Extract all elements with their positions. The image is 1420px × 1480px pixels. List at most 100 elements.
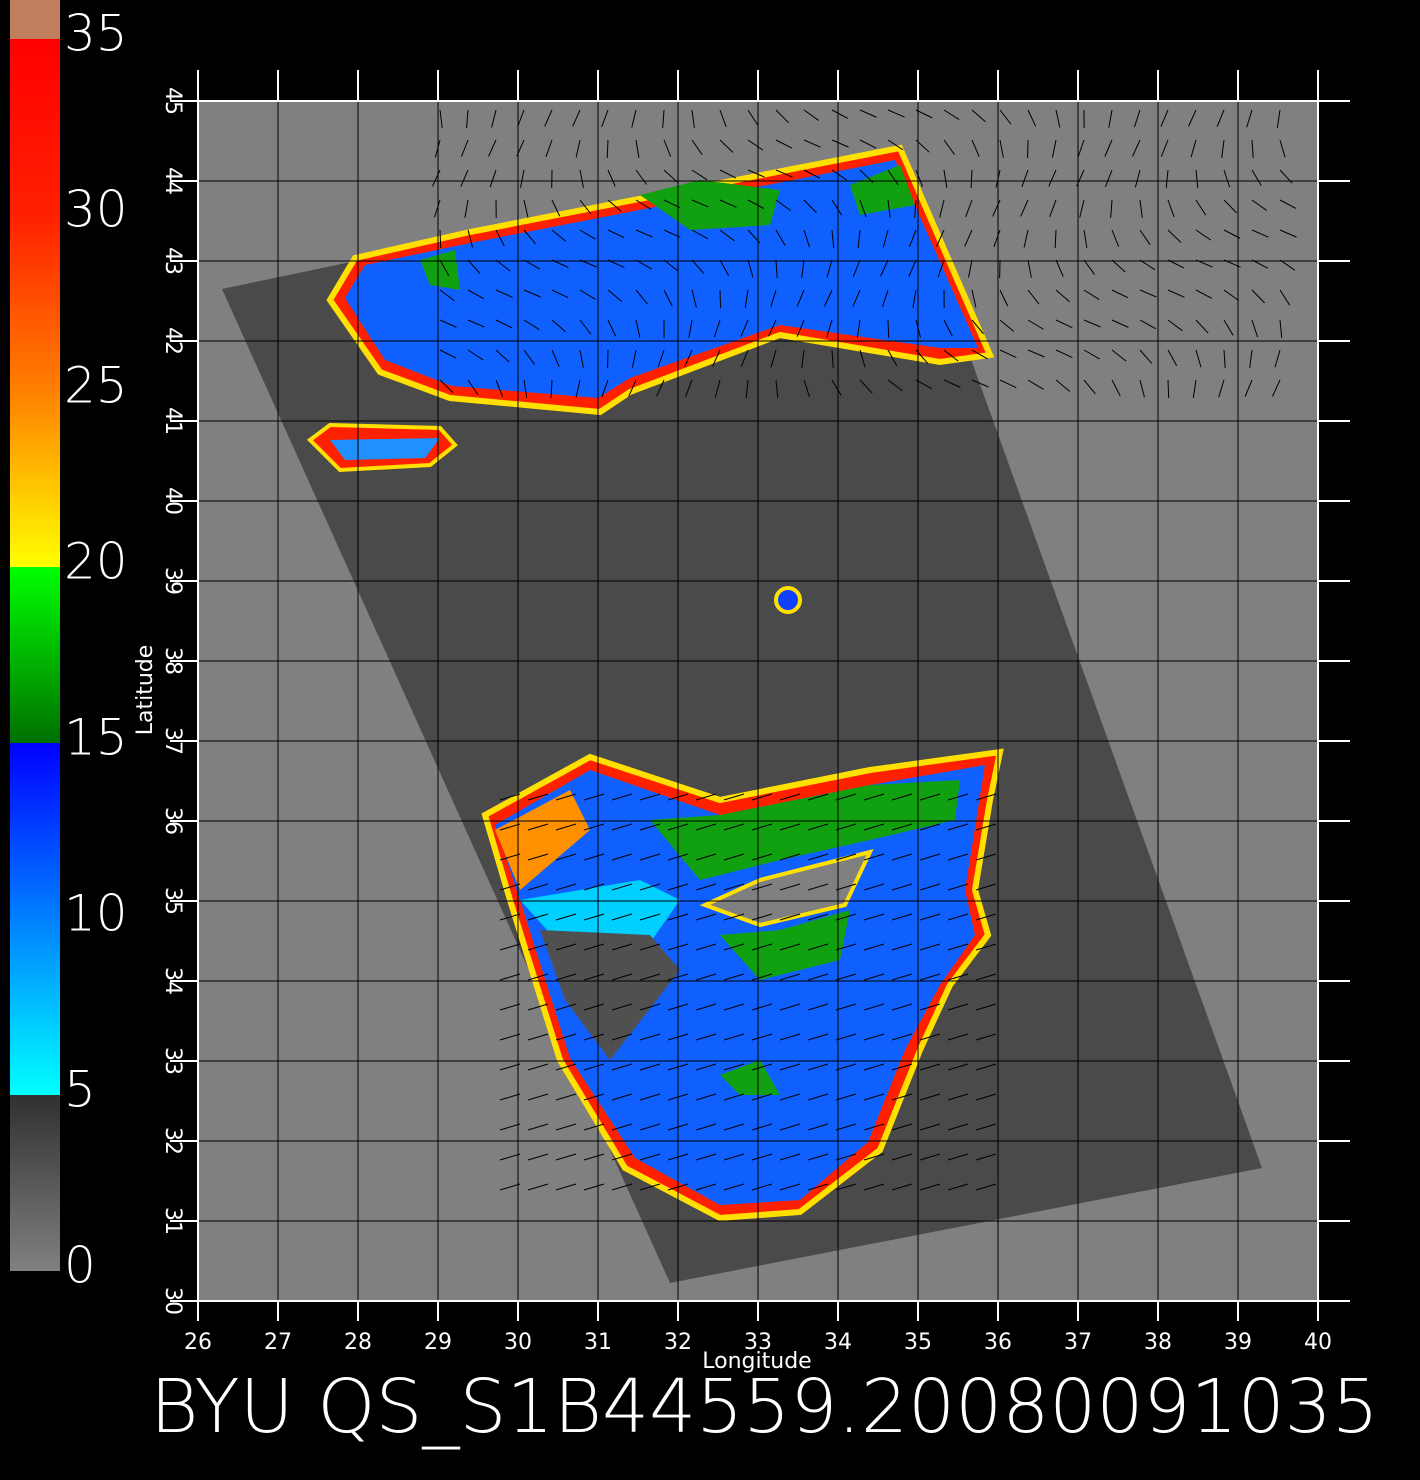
- wind-vector: [975, 1153, 997, 1161]
- wind-vector: [1054, 229, 1057, 249]
- wind-vector: [691, 199, 709, 208]
- wind-vector: [1021, 169, 1029, 188]
- wind-vector: [495, 229, 505, 247]
- wind-vector: [1223, 349, 1226, 368]
- y-tick-label: 40: [160, 487, 185, 515]
- wind-vector: [1083, 319, 1101, 328]
- wind-vector: [1111, 289, 1129, 299]
- wind-vector: [583, 913, 605, 921]
- wind-vector: [663, 169, 678, 183]
- wind-vector: [1083, 289, 1100, 300]
- wind-vector: [611, 1153, 633, 1161]
- wind-vector: [908, 229, 917, 247]
- y-tick-label: 39: [160, 567, 185, 595]
- wind-vector: [891, 1003, 913, 1011]
- colorbar-tick-label: 5: [64, 1061, 96, 1119]
- wind-vector: [555, 943, 577, 951]
- wind-vector: [1195, 349, 1202, 368]
- wind-vector: [1139, 349, 1153, 364]
- wind-vector: [663, 259, 679, 272]
- wind-vector: [975, 1183, 997, 1191]
- wind-vector: [555, 1003, 577, 1011]
- wind-vector: [691, 289, 697, 308]
- wind-vector: [912, 289, 917, 308]
- wind-vector: [495, 349, 510, 363]
- wind-vector: [975, 883, 997, 891]
- wind-vector: [695, 823, 717, 831]
- wind-vector: [947, 1063, 969, 1071]
- wind-vector: [723, 1183, 745, 1191]
- y-tick-label: 43: [160, 247, 185, 275]
- wind-vector: [919, 973, 941, 981]
- y-tick-label: 45: [160, 87, 185, 115]
- wind-vector: [807, 883, 829, 891]
- wind-field: [495, 765, 985, 1205]
- wind-vector: [835, 913, 857, 921]
- wind-vector: [801, 259, 805, 278]
- wind-vector: [919, 823, 941, 831]
- wind-vector: [1027, 289, 1040, 305]
- wind-vector: [520, 169, 525, 188]
- wind-vector: [1027, 259, 1032, 278]
- wind-vector: [607, 319, 617, 337]
- wind-vector: [639, 823, 661, 831]
- wind-vector: [639, 883, 661, 891]
- wind-vector: [723, 913, 745, 921]
- wind-vector: [863, 1003, 885, 1011]
- wind-vector: [691, 139, 703, 156]
- wind-vector: [770, 289, 777, 308]
- wind-vector: [831, 139, 849, 148]
- wind-vector: [947, 823, 969, 831]
- wind-vector: [551, 229, 567, 242]
- wind-vector: [499, 943, 521, 951]
- wind-vector: [1279, 319, 1283, 338]
- wind-vector: [975, 1093, 997, 1101]
- wind-vector: [631, 349, 637, 368]
- wind-vector: [1055, 349, 1073, 358]
- wind-vector: [740, 319, 749, 337]
- wind-vector: [433, 199, 441, 218]
- wind-vector: [1055, 319, 1073, 329]
- wind-vector: [975, 1033, 997, 1041]
- wind-vector: [803, 199, 817, 214]
- y-tick-label: 38: [160, 647, 185, 675]
- wind-vector: [523, 229, 536, 245]
- wind-vector: [779, 943, 801, 951]
- wind-vector: [1111, 319, 1129, 328]
- wind-vector: [1020, 199, 1029, 217]
- wind-vector: [863, 1033, 885, 1041]
- wind-vector: [1111, 379, 1121, 397]
- wind-vector: [751, 1003, 773, 1011]
- x-tick-label: 40: [1304, 1330, 1332, 1355]
- wind-vector: [439, 349, 457, 359]
- wind-vector: [611, 1093, 633, 1101]
- wind-vector: [723, 1003, 745, 1011]
- wind-vector: [579, 289, 596, 300]
- wind-vector: [775, 199, 791, 211]
- x-tick-label: 39: [1224, 1330, 1252, 1355]
- wind-vector: [1279, 139, 1286, 158]
- wind-vector: [947, 973, 969, 981]
- wind-field-low: [540, 930, 680, 1060]
- colorbar-tick-label: 35: [64, 5, 128, 63]
- wind-vector: [719, 289, 722, 309]
- wind-vector: [527, 1033, 549, 1041]
- wind-vector: [607, 289, 623, 302]
- wind-vector: [1223, 289, 1239, 301]
- wind-vector: [527, 1063, 549, 1071]
- wind-vector: [807, 1093, 829, 1101]
- wind-vector: [607, 229, 625, 239]
- wind-vector: [807, 1003, 829, 1011]
- wind-vector: [999, 379, 1017, 389]
- land: [699, 849, 874, 928]
- wind-vector: [852, 259, 861, 277]
- wind-vector: [723, 823, 745, 831]
- wind-vector: [1160, 139, 1169, 157]
- wind-vector: [527, 1093, 549, 1101]
- plot-frame: [197, 100, 1319, 1302]
- wind-vector: [751, 1123, 773, 1131]
- wind-vector: [1188, 109, 1197, 127]
- wind-vector: [856, 319, 861, 338]
- wind-vector: [1110, 199, 1113, 218]
- wind-vector: [611, 1183, 633, 1191]
